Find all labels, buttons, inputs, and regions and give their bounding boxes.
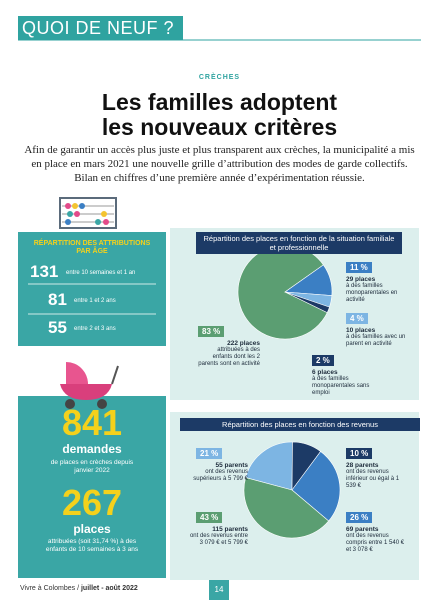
page-number: 14 [214, 585, 224, 594]
slice-description: 10 places à des familles avec un parent e… [346, 327, 408, 348]
headline: Les familles adoptent les nouveaux critè… [0, 90, 439, 140]
slice-count: 69 parents [346, 526, 379, 533]
slice-description: 222 places attribuées à des enfants dont … [198, 340, 260, 368]
headline-line: Les familles adoptent [101, 89, 338, 115]
age-panel-title: RÉPARTITION DES ATTRIBUTIONS PAR ÂGE [33, 240, 151, 255]
requests-number: 841 [61, 402, 123, 443]
requests-detail: de places en crèches depuis janvier 2022 [50, 459, 134, 474]
age-label: entre 10 semaines et 1 an [66, 270, 136, 276]
percent-label: 43 % [196, 512, 223, 523]
slice-description: 28 parents ont des revenus inférieur ou é… [346, 462, 408, 490]
slice-count: 29 places [346, 276, 376, 283]
places-number: 267 [61, 482, 123, 523]
percent-label: 2 % [312, 355, 334, 366]
page-number-box [209, 580, 229, 600]
numbers-panel-bg [18, 396, 166, 578]
percent-label: 26 % [346, 512, 373, 523]
slice-description: 115 parents ont des revenus entre 3 079 €… [186, 526, 248, 547]
pie-slice [243, 477, 330, 539]
publication: Vivre à Colombes / [20, 585, 80, 592]
percent-label: 4 % [346, 313, 368, 324]
age-panel-bg [18, 232, 166, 346]
issue: juillet - août 2022 [80, 585, 138, 592]
slice-description: 29 places à des familles monoparentales e… [346, 276, 408, 304]
headline-line: les nouveaux critères [101, 114, 338, 140]
pram-icon [60, 362, 119, 409]
slice-count: 10 places [346, 327, 376, 334]
places-detail: attribuées (soit 31,74 %) à des enfants … [45, 538, 139, 553]
kicker: CRÈCHES [198, 74, 241, 81]
slice-text: à des familles monoparentales en activit… [346, 283, 398, 303]
slice-count: 222 places [227, 340, 260, 347]
percent-label: 10 % [346, 448, 373, 459]
age-number: 81 [48, 290, 67, 309]
age-label: entre 2 et 3 ans [74, 326, 116, 332]
slice-text: ont des revenus supérieurs à 5 799 € [193, 469, 248, 482]
slice-description: 55 parents ont des revenus supérieurs à 5… [186, 462, 248, 483]
section-title: QUOI DE NEUF ? [22, 18, 175, 38]
slice-count: 55 parents [215, 462, 248, 469]
requests-label: demandes [62, 442, 122, 456]
slice-text: ont des revenus entre 3 079 € et 5 799 € [189, 533, 248, 546]
age-label: entre 1 et 2 ans [74, 298, 116, 304]
percent-label: 83 % [198, 326, 225, 337]
age-number: 55 [48, 318, 67, 337]
slice-text: ont des revenus compris entre 1 540 € et… [346, 533, 405, 553]
slice-count: 28 parents [346, 462, 379, 469]
chart-title: Répartition des places en fonction de la… [196, 232, 402, 254]
places-label: places [73, 522, 111, 536]
slice-description: 6 places à des familles monoparentales sa… [312, 369, 374, 397]
percent-label: 11 % [346, 262, 372, 273]
chart-title: Répartition des places en fonction des r… [180, 418, 420, 431]
age-number: 131 [30, 262, 59, 281]
header-box [18, 16, 183, 40]
slice-text: à des familles avec un parent en activit… [346, 334, 406, 347]
slice-text: ont des revenus inférieur ou égal à 1 53… [346, 469, 400, 489]
abacus-icon [59, 197, 117, 229]
slice-description: 69 parents ont des revenus compris entre … [346, 526, 408, 554]
footer: Vivre à Colombes / juillet - août 2022 [20, 585, 138, 592]
slice-text: à des familles monoparentales sans emplo… [312, 376, 370, 396]
slice-text: attribuées à des enfants dont les 2 pare… [198, 347, 260, 367]
pie-slice [284, 291, 330, 314]
percent-label: 21 % [196, 448, 223, 459]
intro: Afin de garantir un accès plus juste et … [24, 144, 415, 184]
slice-count: 115 parents [212, 526, 248, 533]
pie-slice [245, 441, 293, 491]
slice-count: 6 places [312, 369, 338, 376]
pie-slice [291, 451, 341, 522]
